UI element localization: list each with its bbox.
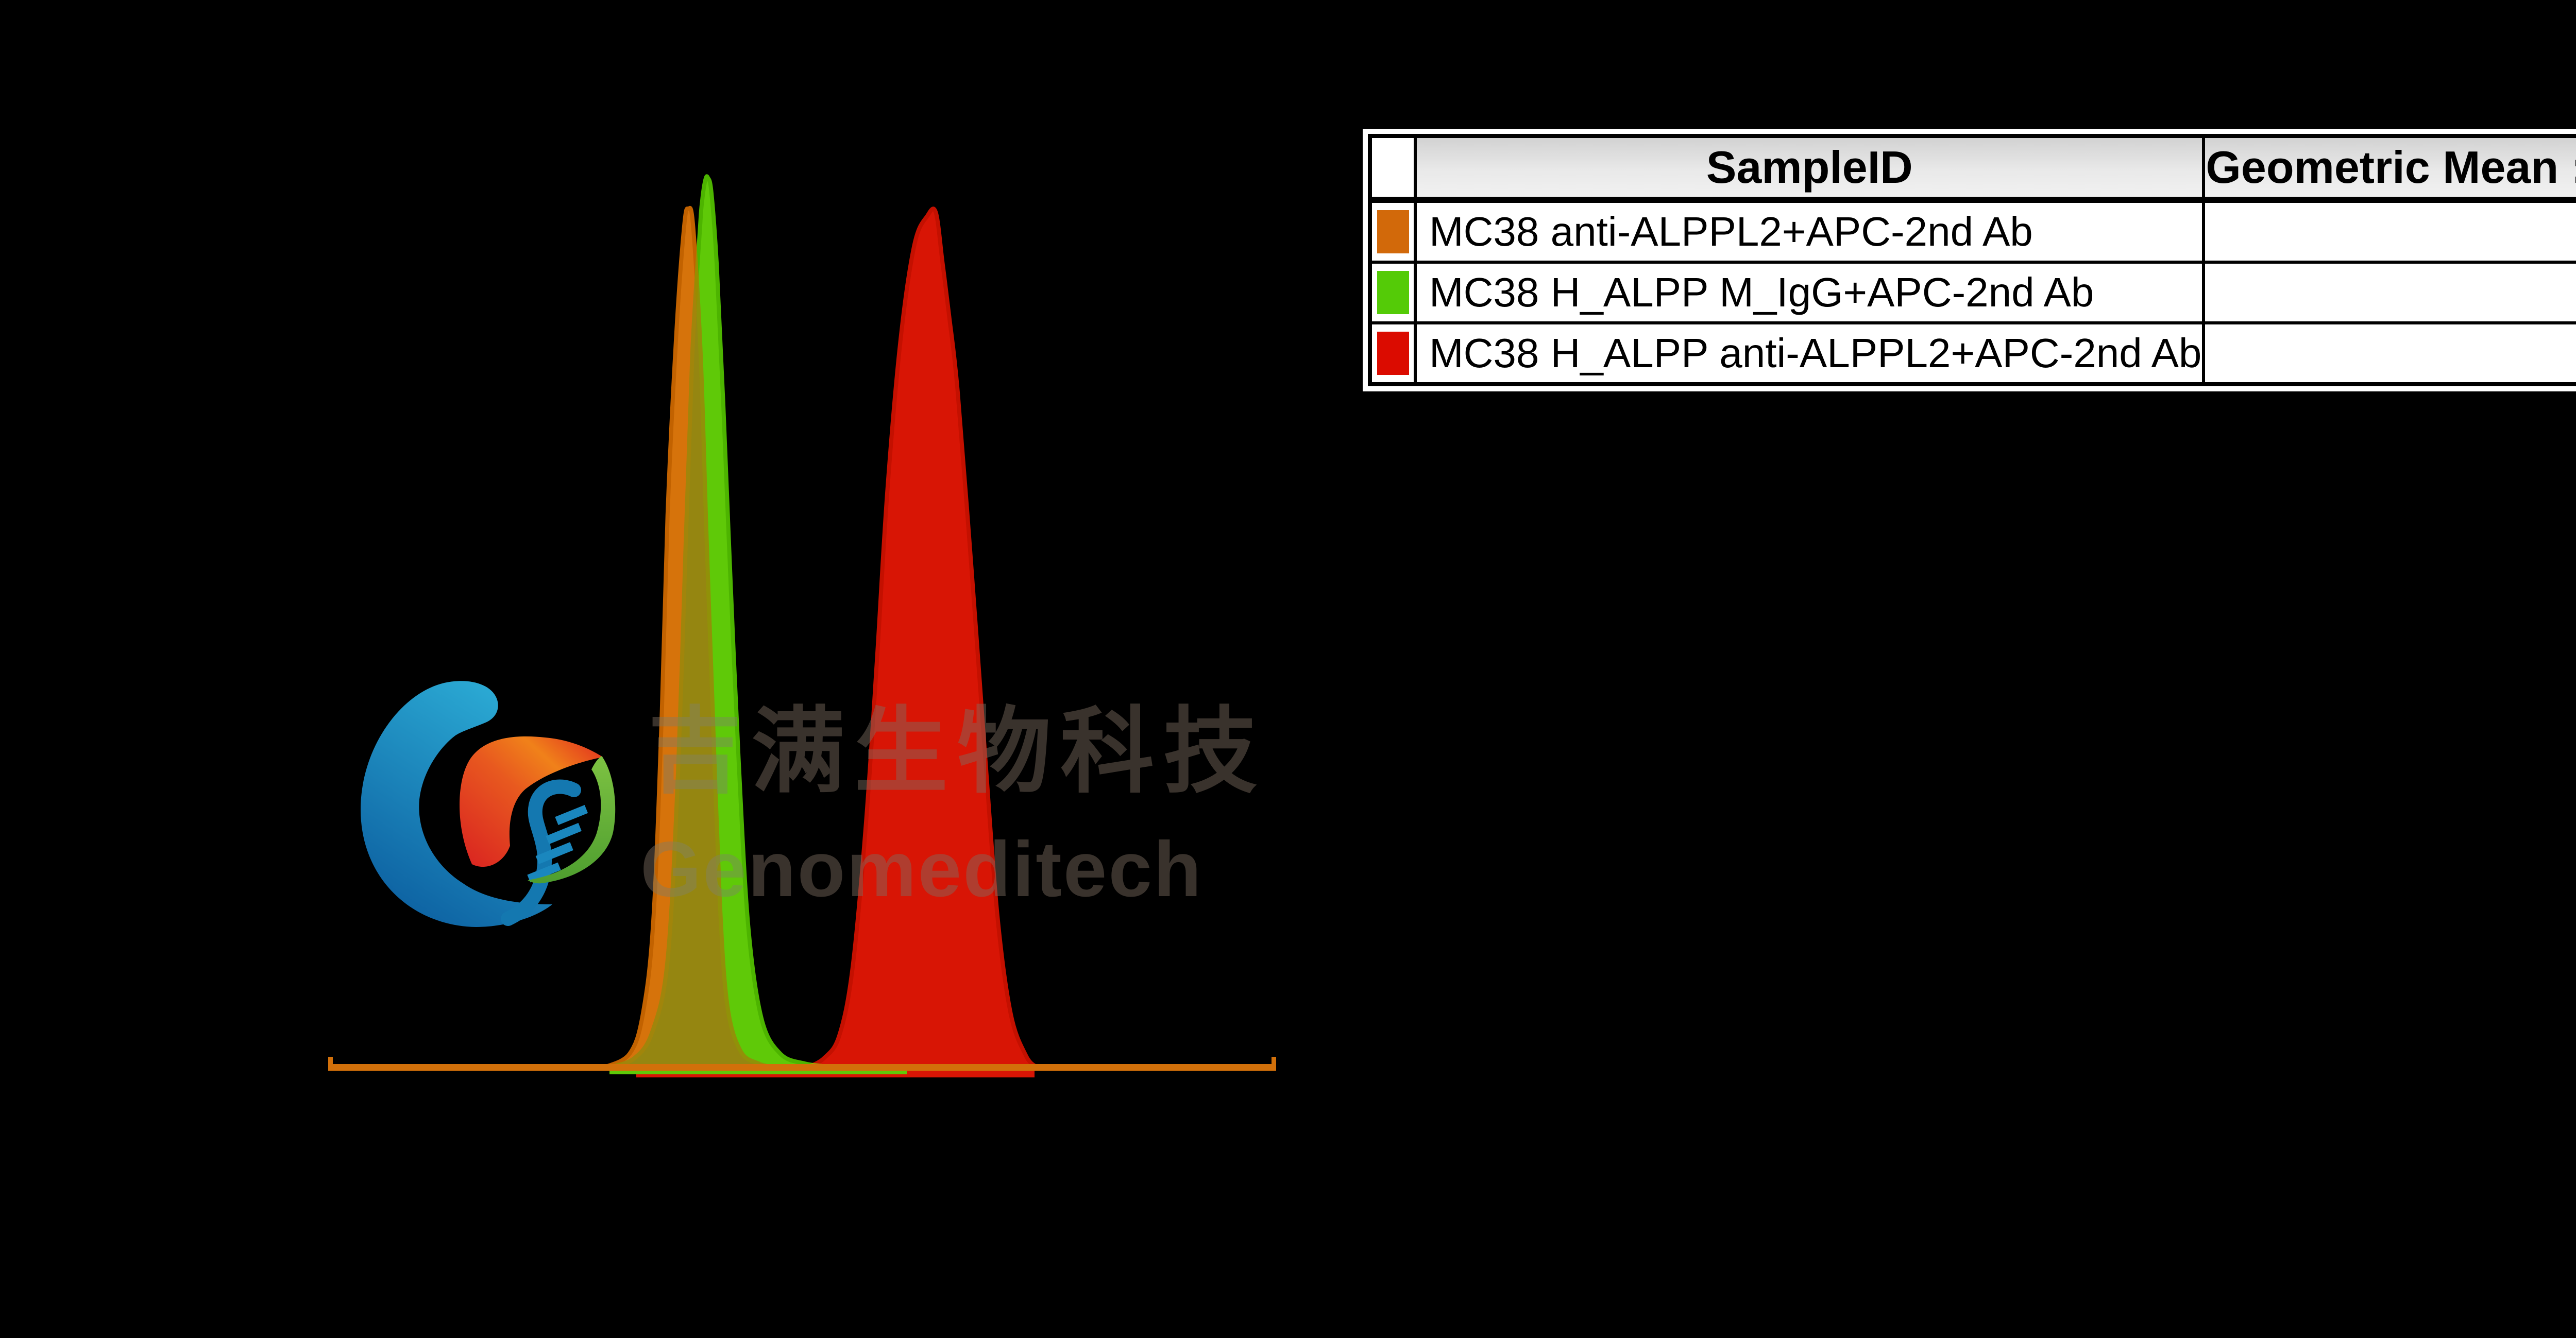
geomean-value-cell: 1640	[2202, 261, 2576, 324]
legend-row-green: MC38 H_ALPP M_IgG+APC-2nd Ab 1640	[1368, 261, 2576, 324]
legend-table: SampleID Geometric Mean : FL11-H MC38 an…	[1368, 134, 2576, 386]
baseline-axis	[328, 1057, 1276, 1071]
orange-series-swatch	[1377, 210, 1409, 253]
genomeditech-logo	[361, 681, 616, 927]
geomean-value-cell: 1172	[2202, 198, 2576, 264]
legend-row-orange: MC38 anti-ALPPL2+APC-2nd Ab 1172	[1368, 198, 2576, 264]
baseline-left-tick	[328, 1057, 333, 1065]
swatch-cell	[1368, 261, 1417, 324]
geomean-column-header: Geometric Mean : FL11-H	[2202, 134, 2576, 203]
green-series-swatch	[1377, 271, 1409, 314]
logo-blue-swirl-icon	[361, 681, 552, 927]
baseline-orange-line	[328, 1064, 1276, 1071]
swatch-cell	[1368, 321, 1417, 386]
histogram-curve-1	[608, 174, 836, 1069]
legend-header-row: SampleID Geometric Mean : FL11-H	[1368, 134, 2576, 203]
histogram-curves	[603, 174, 1039, 1069]
histogram-curve-2	[806, 207, 1039, 1069]
swatch-column-header	[1368, 134, 1417, 203]
swatch-cell	[1368, 198, 1417, 264]
red-series-swatch	[1377, 332, 1409, 375]
geomean-value-cell: 128723	[2202, 321, 2576, 386]
legend-table-wrap: SampleID Geometric Mean : FL11-H MC38 an…	[1363, 129, 2576, 391]
baseline-right-tick	[1272, 1057, 1276, 1065]
sample-id-cell: MC38 H_ALPP M_IgG+APC-2nd Ab	[1413, 261, 2206, 324]
sample-id-cell: MC38 anti-ALPPL2+APC-2nd Ab	[1413, 198, 2206, 264]
sample-id-cell: MC38 H_ALPP anti-ALPPL2+APC-2nd Ab	[1413, 321, 2206, 386]
logo-leaf-icon	[528, 756, 616, 884]
logo-dna-backbone-icon	[501, 779, 581, 926]
logo-dna-rungs-icon	[527, 804, 588, 883]
logo-flame-icon	[459, 736, 603, 867]
legend-row-red: MC38 H_ALPP anti-ALPPL2+APC-2nd Ab 12872…	[1368, 321, 2576, 386]
sampleid-column-header: SampleID	[1413, 134, 2206, 203]
